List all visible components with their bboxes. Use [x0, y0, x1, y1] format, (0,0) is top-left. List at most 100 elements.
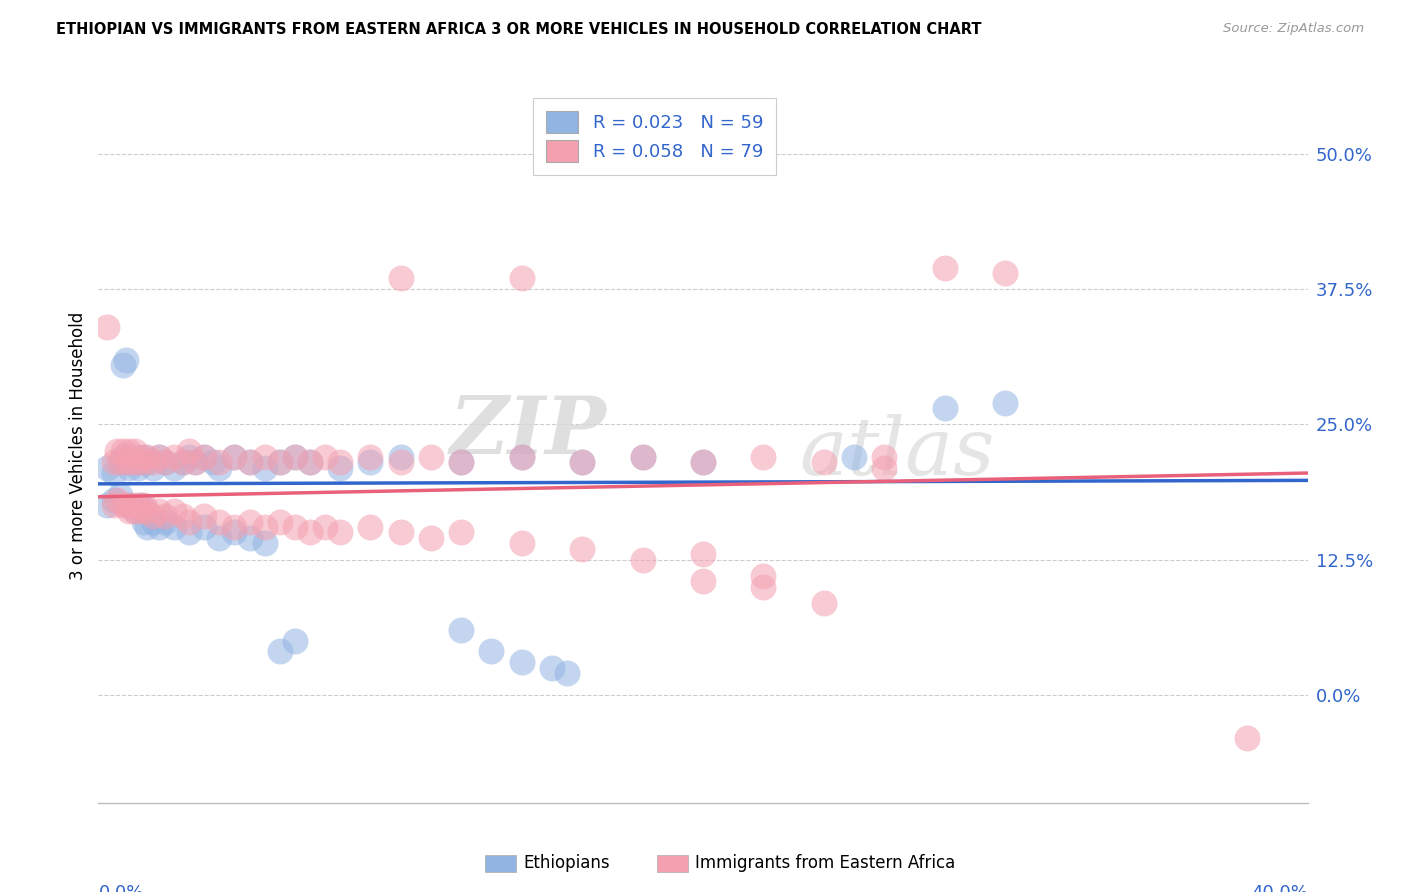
Point — [631, 450, 654, 464]
Point — [269, 455, 291, 469]
Point — [420, 450, 443, 464]
Point — [142, 460, 165, 475]
Point — [142, 455, 165, 469]
Point — [934, 260, 956, 275]
Text: Source: ZipAtlas.com: Source: ZipAtlas.com — [1223, 22, 1364, 36]
Point — [193, 450, 215, 464]
Point — [844, 450, 866, 464]
Point — [132, 450, 155, 464]
Point — [103, 466, 125, 480]
Point — [571, 541, 593, 556]
Point — [118, 499, 141, 513]
Point — [172, 509, 194, 524]
Point — [510, 271, 533, 285]
Point — [239, 515, 262, 529]
Point — [299, 525, 322, 540]
Point — [108, 455, 131, 469]
Point — [224, 525, 246, 540]
Point — [124, 444, 146, 458]
Point — [132, 515, 155, 529]
Point — [269, 515, 291, 529]
Point — [163, 504, 186, 518]
Point — [129, 455, 152, 469]
Point — [239, 455, 262, 469]
Point — [873, 450, 896, 464]
Point — [129, 499, 152, 513]
Point — [224, 450, 246, 464]
Point — [239, 455, 262, 469]
Point — [172, 455, 194, 469]
Point — [118, 444, 141, 458]
Point — [752, 580, 775, 594]
Point — [132, 455, 155, 469]
Point — [135, 520, 157, 534]
Point — [179, 515, 201, 529]
Point — [450, 455, 472, 469]
Point — [269, 455, 291, 469]
Point — [114, 455, 136, 469]
Point — [284, 520, 307, 534]
Point — [253, 460, 276, 475]
Point — [389, 450, 412, 464]
Point — [329, 455, 352, 469]
Point — [132, 499, 155, 513]
Text: ZIP: ZIP — [450, 393, 606, 470]
Point — [420, 531, 443, 545]
Point — [124, 455, 146, 469]
Point — [103, 499, 125, 513]
Point — [135, 455, 157, 469]
Point — [360, 520, 382, 534]
Point — [184, 455, 207, 469]
Point — [202, 455, 225, 469]
Point — [148, 520, 170, 534]
Legend: R = 0.023   N = 59, R = 0.058   N = 79: R = 0.023 N = 59, R = 0.058 N = 79 — [533, 98, 776, 175]
Point — [752, 450, 775, 464]
Point — [124, 504, 146, 518]
Point — [96, 460, 118, 475]
Point — [450, 525, 472, 540]
Point — [108, 488, 131, 502]
Point — [571, 455, 593, 469]
Point — [142, 515, 165, 529]
Point — [153, 455, 176, 469]
Point — [179, 525, 201, 540]
Point — [692, 547, 714, 561]
Point — [692, 455, 714, 469]
Point — [571, 455, 593, 469]
Point — [118, 504, 141, 518]
Point — [114, 455, 136, 469]
Point — [193, 450, 215, 464]
Point — [253, 450, 276, 464]
Point — [124, 504, 146, 518]
Point — [239, 531, 262, 545]
Point — [224, 520, 246, 534]
Point — [193, 520, 215, 534]
Point — [121, 499, 143, 513]
Point — [135, 450, 157, 464]
Point — [450, 623, 472, 637]
Point — [135, 504, 157, 518]
Point — [752, 568, 775, 582]
Point — [510, 655, 533, 669]
Point — [360, 455, 382, 469]
Point — [111, 450, 134, 464]
Point — [142, 509, 165, 524]
Point — [813, 596, 835, 610]
Point — [389, 455, 412, 469]
Point — [873, 460, 896, 475]
Point — [284, 450, 307, 464]
Point — [284, 633, 307, 648]
Point — [208, 460, 231, 475]
Text: Ethiopians: Ethiopians — [523, 855, 610, 872]
Point — [510, 450, 533, 464]
Point — [208, 515, 231, 529]
Point — [105, 493, 128, 508]
Point — [127, 499, 149, 513]
Point — [121, 455, 143, 469]
Text: 0.0%: 0.0% — [98, 884, 143, 892]
Point — [129, 504, 152, 518]
Point — [555, 666, 578, 681]
Point — [253, 520, 276, 534]
Point — [179, 444, 201, 458]
Point — [208, 455, 231, 469]
